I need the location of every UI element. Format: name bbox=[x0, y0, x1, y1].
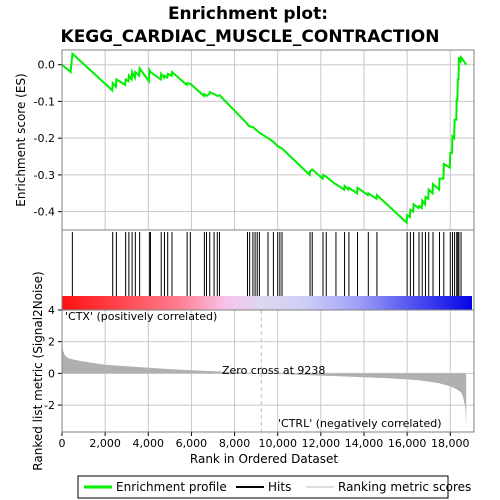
metric-panel: Zero cross at 9238 'CTX' (positively cor… bbox=[31, 271, 475, 471]
xtick-label: 8,000 bbox=[219, 437, 251, 450]
es-ytick-label: 0.0 bbox=[38, 59, 56, 72]
xtick-label: 6,000 bbox=[176, 437, 208, 450]
xtick-label: 2,000 bbox=[89, 437, 121, 450]
es-ytick-label: -0.3 bbox=[34, 169, 55, 182]
metric-ytick-label: 4 bbox=[48, 304, 55, 317]
es-ytick-label: -0.1 bbox=[34, 95, 55, 108]
metric-y-label: Ranked list metric (Signal2Noise) bbox=[31, 271, 45, 470]
pos-correlated-label: 'CTX' (positively correlated) bbox=[65, 310, 217, 323]
metric-ytick-label: 2 bbox=[48, 336, 55, 349]
metric-ytick-label: -2 bbox=[44, 399, 55, 412]
legend: Enrichment profile Hits Ranking metric s… bbox=[77, 475, 471, 499]
es-ytick-label: -0.2 bbox=[34, 132, 55, 145]
metric-y-ticks: 4 2 0 -2 bbox=[44, 304, 62, 412]
rank-color-bar bbox=[62, 296, 472, 310]
xtick-label: 10,000 bbox=[258, 437, 297, 450]
hits-panel bbox=[61, 229, 475, 311]
xtick-label: 4,000 bbox=[133, 437, 165, 450]
x-axis-label: Rank in Ordered Dataset bbox=[190, 452, 338, 466]
es-panel: 0.0 -0.1 -0.2 -0.3 -0.4 Enrichment score (ES… bbox=[14, 49, 475, 231]
neg-correlated-label: 'CTRL' (negatively correlated) bbox=[278, 417, 442, 430]
metric-ytick-label: 0 bbox=[48, 367, 55, 380]
xtick-label: 16,000 bbox=[388, 437, 427, 450]
chart-title-line1: Enrichment plot: bbox=[168, 4, 328, 24]
xtick-label: 0 bbox=[59, 437, 66, 450]
chart-title-line2: KEGG_CARDIAC_MUSCLE_CONTRACTION bbox=[61, 27, 440, 47]
es-line bbox=[61, 51, 468, 225]
zero-cross-label: Zero cross at 9238 bbox=[222, 364, 325, 377]
legend-hits-label: Hits bbox=[268, 480, 291, 494]
legend-es-label: Enrichment profile bbox=[116, 480, 227, 494]
metric-frame bbox=[61, 309, 475, 433]
x-ticks: 0 2,000 4,000 6,000 8,000 10,000 12,000 14,000 1… bbox=[59, 432, 470, 450]
legend-metric-label: Ranking metric scores bbox=[338, 480, 471, 494]
xtick-label: 14,000 bbox=[345, 437, 384, 450]
es-y-label: Enrichment score (ES) bbox=[14, 73, 28, 206]
hit-marks bbox=[71, 232, 462, 296]
es-ytick-label: -0.4 bbox=[34, 206, 55, 219]
xtick-label: 18,000 bbox=[431, 437, 470, 450]
es-plot-area bbox=[62, 50, 474, 230]
xtick-label: 12,000 bbox=[302, 437, 341, 450]
es-y-ticks: 0.0 -0.1 -0.2 -0.3 -0.4 bbox=[34, 59, 62, 219]
